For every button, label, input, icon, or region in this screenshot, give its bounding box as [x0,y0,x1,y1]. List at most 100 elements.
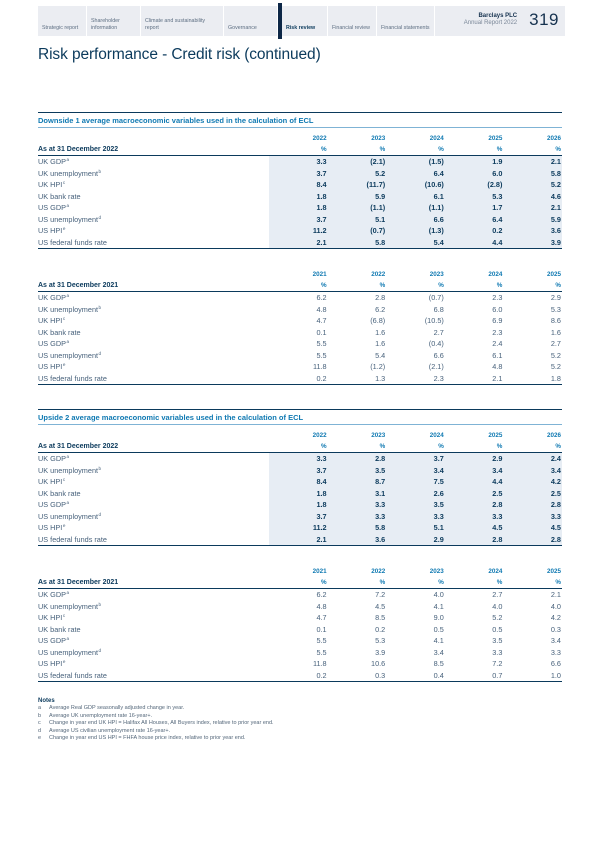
footnote-ref: a [66,590,70,596]
cell-value: 3.7 [269,510,328,522]
year-header-spacer [38,430,269,440]
footnote-ref: e [62,659,66,665]
row-label: UK GDP a [38,590,70,600]
cell-value: 6.1 [386,190,445,202]
cell-value: 6.1 [492,350,503,360]
row-label: US unemployment d [38,511,102,521]
cell-value: 8.7 [327,476,387,488]
tab-financial-statements[interactable]: Financial statements [377,6,434,36]
cell-value: 0.1 [316,624,327,634]
footnote-ref: b [98,304,102,310]
year-label: 2024 [488,567,503,575]
cell-value: 4.4 [444,476,504,488]
cell-value: 1.6 [375,339,386,349]
cell-value: 2.1 [550,590,561,600]
cell-value: 2.8 [503,533,562,545]
tab-financial-review[interactable]: Financial review [328,6,376,36]
cell-value: 4.5 [444,522,504,534]
row-label: US GDP a [38,203,70,213]
cell-value: (1.3) [386,225,445,237]
cell-value: 5.2 [492,613,503,623]
cell-value: 6.2 [375,304,386,314]
cell-value: 1.8 [269,487,328,499]
cell-value: 3.3 [444,510,504,522]
brand-name: Barclays PLC [478,13,518,19]
cell-value: 5.2 [550,362,561,372]
cell-value: 6.0 [444,167,504,179]
cell-value: 8.5 [433,659,444,669]
cell-value: 5.5 [316,647,327,657]
cell-value: 2.9 [444,453,504,465]
tab-climate-sustainability[interactable]: Climate and sustainability report [141,6,223,36]
cell-value: 3.4 [433,647,444,657]
tab-strategic-report[interactable]: Strategic report [38,6,86,36]
table-row: US unemployment d 3.7 5.1 6.6 6.4 5.9 [38,213,562,225]
note-item: a Average Real GDP seasonally adjusted ch… [38,705,562,713]
percent-sign: % [321,578,327,586]
row-label: US federal funds rate [38,670,107,680]
cell-value: 4.0 [492,601,503,611]
percent-sign: % [379,281,386,289]
cell-value: 3.3 [386,510,445,522]
cell-value: 3.7 [386,453,445,465]
year-label: 2023 [429,270,444,278]
tab-shareholder-information[interactable]: Shareholder information [87,6,140,36]
cell-value: 2.4 [503,453,562,465]
notes-heading: Notes [38,698,55,704]
cell-value: 1.8 [550,373,561,383]
cell-value: 0.3 [375,670,386,680]
cell-value: 6.2 [316,590,327,600]
unit-header-row: As at 31 December 2022%%%%% [38,440,562,453]
cell-value: 3.5 [386,499,445,511]
row-label: US federal funds rate [38,534,107,544]
cell-value: 8.4 [269,476,328,488]
year-label: 2022 [312,134,327,142]
table-heading: Upside 2 average macroeconomic variables… [38,409,562,425]
footnote-ref: a [66,500,70,506]
cell-value: 6.4 [444,213,504,225]
footnote-ref: c [62,316,66,322]
footnote-ref: a [66,636,70,642]
cell-value: 6.4 [386,167,445,179]
cell-value: 7.2 [375,590,386,600]
notes-section: Notes a Average Real GDP seasonally adjus… [38,698,562,743]
cell-value: 3.5 [327,464,387,476]
cell-value: 6.2 [316,293,327,303]
cell-value: 1.8 [269,190,328,202]
tab-label: Shareholder information [91,18,120,31]
cell-value: 7.2 [492,659,503,669]
tab-risk-review[interactable]: Risk review [278,3,327,39]
note-text: Average UK unemployment rate 16-year+. [49,712,153,719]
cell-value: 2.1 [492,373,503,383]
cell-value: 2.7 [433,327,444,337]
cell-value: 8.4 [269,179,328,191]
note-item: b Average UK unemployment rate 16-year+. [38,713,562,721]
note-marker: c [38,720,41,727]
cell-value: 4.2 [550,613,561,623]
footnote-ref: d [98,647,102,653]
row-label: UK HPI c [38,316,66,326]
macro-table: Downside 1 average macroeconomic variabl… [38,112,562,249]
percent-sign: % [321,145,327,153]
cell-value: 3.3 [550,647,561,657]
note-marker: d [38,727,42,734]
footnote-ref: e [62,226,66,232]
year-label: 2022 [312,431,327,439]
cell-value: 4.5 [503,522,562,534]
cell-value: 7.5 [386,476,445,488]
row-label: UK unemployment b [38,465,102,475]
table-row: UK HPI c 4.7 8.5 9.0 5.2 4.2 [38,612,562,624]
percent-sign: % [379,442,386,450]
cell-value: 6.0 [492,304,503,314]
cell-value: 4.0 [550,601,561,611]
header-nav: Strategic report Shareholder information… [38,3,565,39]
cell-value: 0.7 [492,670,503,680]
cell-value: 5.4 [386,236,445,248]
cell-value: 3.3 [492,647,503,657]
tab-governance[interactable]: Governance [224,6,277,36]
table-row: US federal funds rate 0.2 1.3 2.3 2.1 1.8 [38,373,562,385]
cell-value: 4.8 [316,304,327,314]
cell-value: 6.6 [386,213,445,225]
note-marker: a [38,705,42,711]
cell-value: 2.9 [386,533,445,545]
